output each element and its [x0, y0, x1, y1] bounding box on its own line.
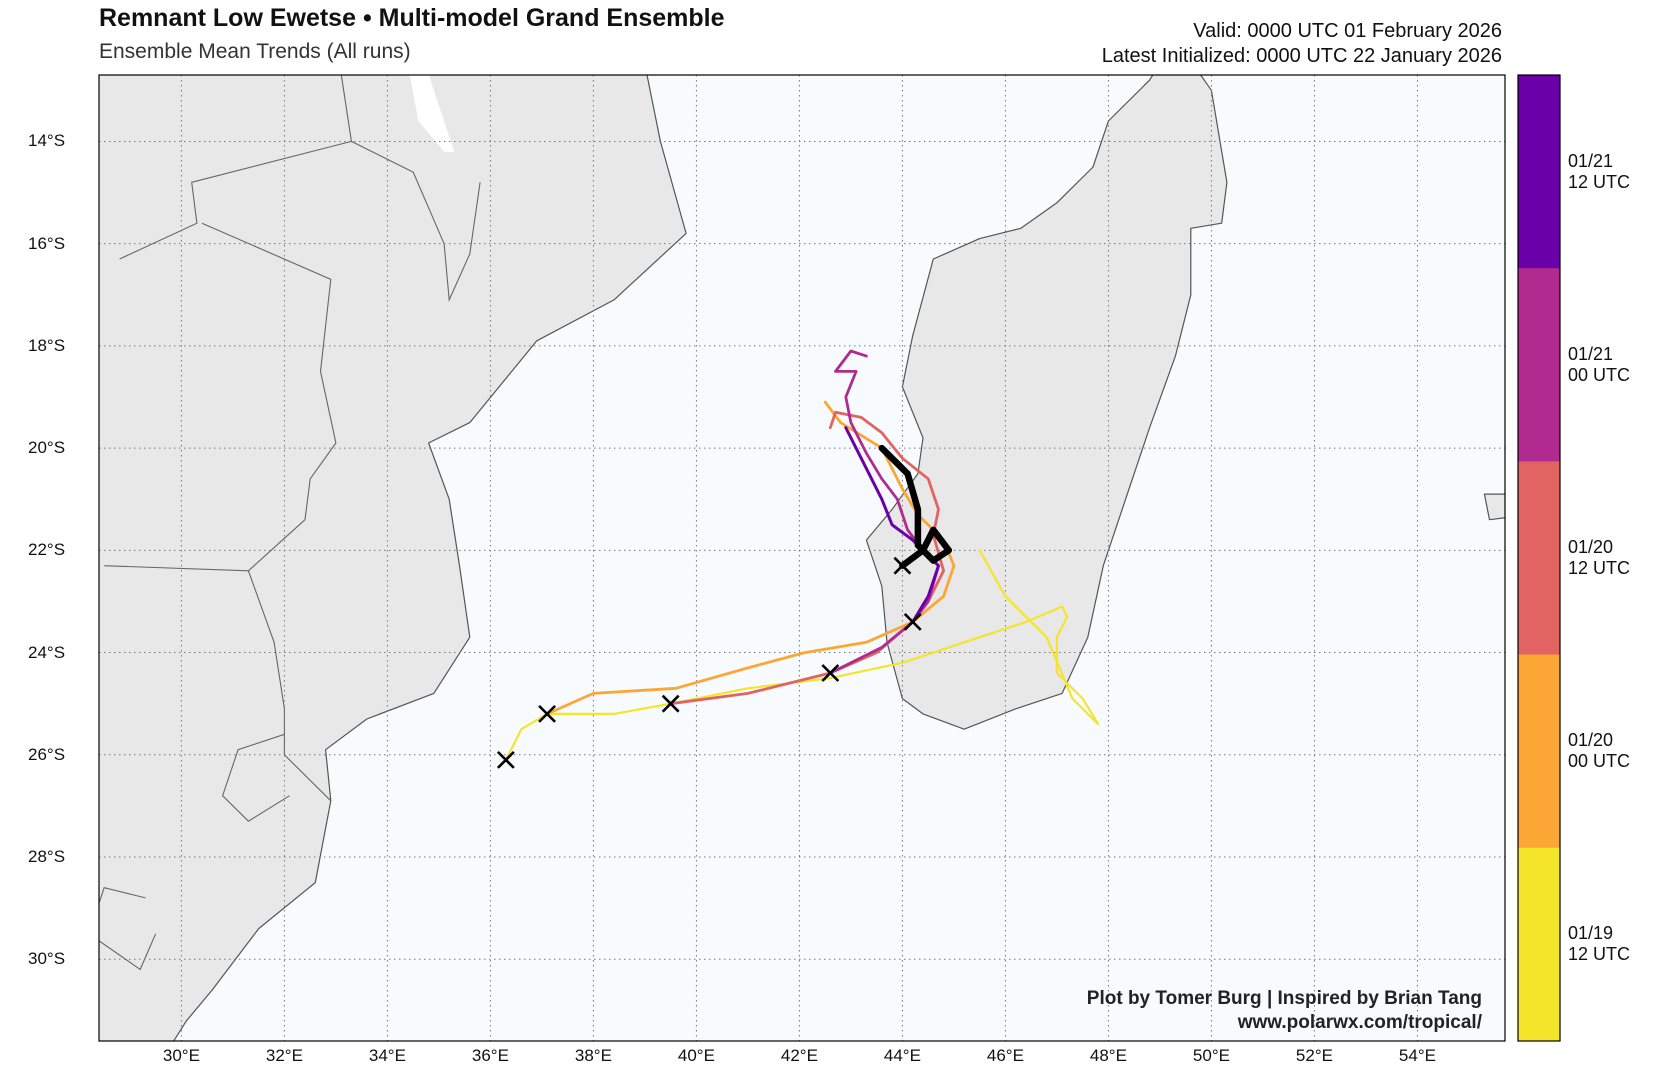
colorbar-label: 01/20 12 UTC: [1568, 537, 1631, 578]
reunion-island: [1483, 493, 1505, 521]
latitude-label: 14°S: [28, 131, 66, 151]
land-layer: [99, 75, 1505, 1041]
track-end-marker: [661, 694, 680, 713]
latitude-label: 26°S: [28, 744, 66, 764]
longitude-label: 42°E: [780, 1046, 818, 1065]
longitude-label: 52°E: [1295, 1046, 1333, 1065]
credit-line-1: Plot by Tomer Burg | Inspired by Brian T…: [1086, 988, 1482, 1009]
tracks-layer: [504, 349, 1100, 762]
longitude-label: 44°E: [883, 1046, 921, 1065]
track-end-marker: [903, 612, 922, 631]
longitude-label: 36°E: [471, 1046, 509, 1065]
country-border: [351, 140, 481, 303]
country-border: [119, 75, 353, 260]
country-border: [104, 565, 249, 572]
colorbar-label: 01/21 00 UTC: [1568, 343, 1631, 385]
colorbar-segment: [1518, 268, 1560, 462]
track-line: [878, 444, 953, 569]
latitude-label: 24°S: [28, 642, 66, 662]
track-line: [504, 549, 1100, 762]
longitude-label: 46°E: [986, 1046, 1024, 1065]
colorbar-segment: [1518, 75, 1560, 269]
track-end-marker: [893, 556, 912, 575]
longitude-label: 32°E: [265, 1046, 303, 1065]
lake-malawi: [409, 75, 455, 152]
track-end-marker: [496, 750, 515, 769]
colorbar-segment: [1518, 847, 1560, 1042]
track-end-marker: [821, 664, 840, 682]
latitude-label: 16°S: [28, 233, 66, 253]
longitude-label: 30°E: [162, 1046, 200, 1065]
latitude-label: 18°S: [28, 335, 66, 355]
country-border: [99, 887, 157, 971]
colorbar-label: 01/19 12 UTC: [1568, 923, 1631, 965]
latitude-label: 20°S: [28, 438, 66, 458]
longitude-label: 34°E: [368, 1046, 406, 1065]
longitude-label: 38°E: [574, 1046, 612, 1065]
latitude-label: 22°S: [28, 540, 66, 560]
latitude-label: 30°S: [28, 949, 66, 969]
country-border: [221, 733, 290, 822]
initialized-time: Latest Initialized: 0000 UTC 22 January …: [1101, 45, 1502, 67]
colorbar-segment: [1518, 654, 1560, 849]
longitude-label: 40°E: [677, 1046, 715, 1065]
map-subtitle: Ensemble Mean Trends (All runs): [99, 40, 411, 63]
borders-layer: [99, 75, 481, 971]
valid-time: Valid: 0000 UTC 01 February 2026: [1193, 20, 1502, 42]
track-line: [844, 426, 940, 624]
colorbar-label: 01/21 12 UTC: [1568, 150, 1631, 192]
colorbar-label: 01/20 00 UTC: [1568, 730, 1631, 772]
longitude-label: 54°E: [1398, 1046, 1436, 1065]
longitude-label: 48°E: [1089, 1046, 1127, 1065]
country-border: [201, 222, 337, 572]
longitude-label: 50°E: [1192, 1046, 1230, 1065]
gridlines: [99, 75, 1505, 1041]
markers-layer: [496, 556, 922, 769]
country-border: [247, 570, 332, 802]
map-title: Remnant Low Ewetse • Multi-model Grand E…: [99, 4, 725, 32]
latitude-label: 28°S: [28, 847, 66, 866]
colorbar: [1517, 74, 1561, 1042]
madagascar-landmass: [865, 75, 1228, 730]
credit-line-2: www.polarwx.com/tropical/: [1237, 1012, 1482, 1033]
track-line: [545, 400, 956, 716]
map-frame: [98, 74, 1506, 1042]
track-end-marker: [538, 704, 556, 723]
colorbar-segment: [1518, 461, 1560, 656]
africa-landmass: [99, 75, 687, 1041]
